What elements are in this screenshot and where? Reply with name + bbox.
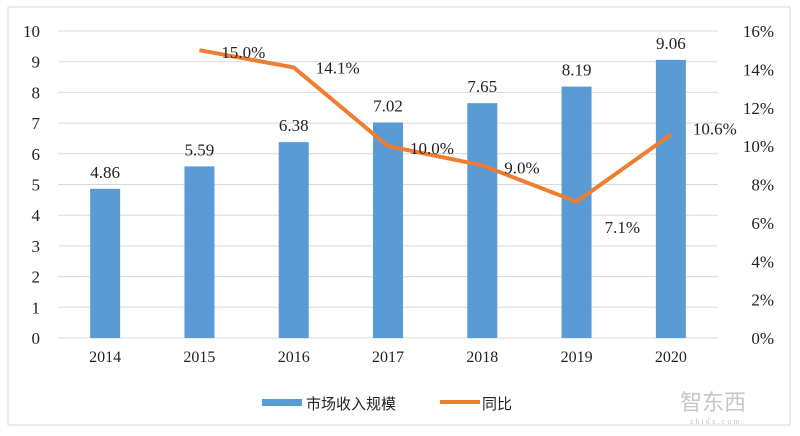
bar-2014 <box>90 188 121 338</box>
bar-label: 4.86 <box>90 163 120 182</box>
bar-label: 8.19 <box>562 61 592 80</box>
line-label: 10.0% <box>410 139 454 158</box>
line-label: 10.6% <box>693 120 737 139</box>
legend-label-line: 同比 <box>482 395 512 413</box>
x-tick: 2017 <box>372 349 404 366</box>
y-right-tick: 10% <box>743 137 774 156</box>
line-label: 7.1% <box>605 218 640 237</box>
y-left-tick: 0 <box>32 329 41 348</box>
y-left-tick: 9 <box>32 53 41 72</box>
y-right-tick: 16% <box>743 22 774 41</box>
bar-label: 6.38 <box>279 116 309 135</box>
legend-swatch-bar <box>262 399 302 406</box>
bar-2017 <box>373 122 403 339</box>
x-tick: 2016 <box>278 349 310 366</box>
bar-2015 <box>184 166 215 338</box>
y-right-tick: 0% <box>751 329 774 348</box>
line-label: 14.1% <box>316 58 360 77</box>
bar-label: 5.59 <box>185 140 215 159</box>
y-left-tick: 6 <box>32 145 41 164</box>
legend-label-bar: 市场收入规模 <box>306 395 396 413</box>
bar-2016 <box>278 142 309 338</box>
y-left-tick: 2 <box>32 268 41 287</box>
x-tick: 2015 <box>183 349 215 366</box>
line-label: 9.0% <box>504 158 539 177</box>
y-right-tick: 2% <box>751 291 774 310</box>
x-tick: 2019 <box>561 349 593 366</box>
y-left-tick: 5 <box>32 176 41 195</box>
bar-label: 9.06 <box>656 34 686 53</box>
x-tick: 2020 <box>655 349 687 366</box>
y-left-tick: 7 <box>32 114 41 133</box>
bar-label: 7.02 <box>373 96 403 115</box>
bar-label: 7.65 <box>467 77 497 96</box>
bar-2018 <box>467 103 498 339</box>
x-tick: 2014 <box>89 349 121 366</box>
y-left-tick: 10 <box>23 22 40 41</box>
y-left-tick: 4 <box>32 206 41 225</box>
bar-2020 <box>655 59 686 338</box>
y-left-tick: 1 <box>32 298 41 317</box>
bar-2019 <box>561 86 592 338</box>
x-tick: 2018 <box>466 349 498 366</box>
y-right-tick: 6% <box>751 214 774 233</box>
y-right-tick: 8% <box>751 176 774 195</box>
y-right-tick: 12% <box>743 99 774 118</box>
legend: 市场收入规模 同比 <box>262 395 512 413</box>
watermark-text: 智东西 <box>680 391 746 416</box>
line-label: 15.0% <box>221 43 265 62</box>
y-right-tick: 4% <box>751 252 774 271</box>
line-series <box>199 48 673 204</box>
y-right-tick: 14% <box>743 60 774 79</box>
y-left-tick: 8 <box>32 83 41 102</box>
watermark-sub: zhidx.com <box>690 417 742 426</box>
y-left-tick: 3 <box>32 237 41 256</box>
watermark-logo: 智东西 zhidx.com <box>680 391 746 426</box>
